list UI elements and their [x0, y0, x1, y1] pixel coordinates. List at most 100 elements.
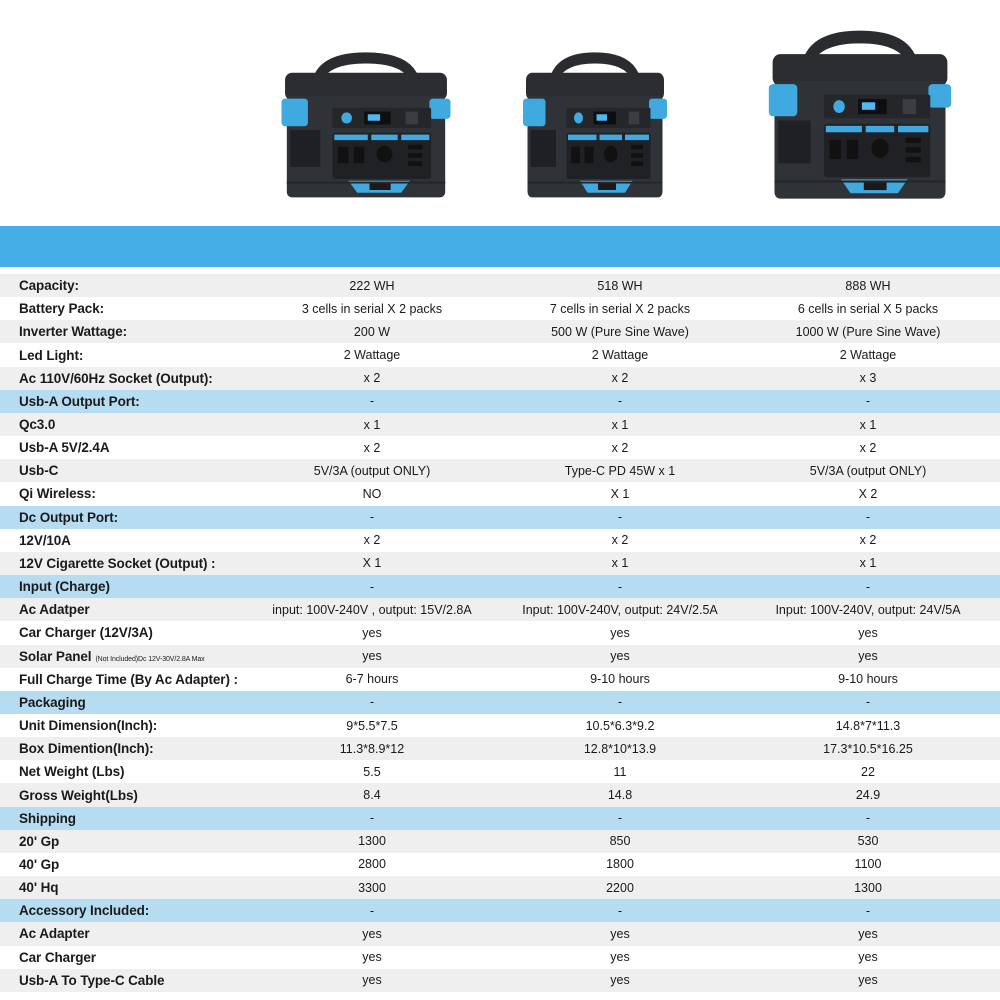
cell-product-3: - [865, 811, 871, 826]
cell-product-1: - [369, 903, 375, 918]
table-row: Usb-C 5V/3A (output ONLY) Type-C PD 45W x … [0, 459, 1000, 483]
table-row: 40' Gp 2800 1800 1100 [0, 852, 1000, 877]
cell-product-2: 2200 [606, 880, 634, 895]
table-row: Inverter Wattage: 200 W 500 W (Pure Sine W… [0, 320, 1000, 344]
cell-product-1: 11.3*8.9*12 [339, 741, 405, 756]
row-label-text: Capacity: [19, 278, 79, 294]
row-label: Usb-C [19, 463, 58, 478]
table-row: Ac Adapter yes yes yes [0, 922, 1000, 946]
row-label: Ac 110V/60Hz Socket (Output): [19, 371, 213, 386]
cell-product-1: 3300 [358, 880, 386, 895]
row-label-text: Packaging [19, 694, 86, 710]
cell-product-2: yes [610, 973, 630, 988]
row-label-text: Accessory Included: [19, 903, 150, 919]
cell-product-2: 850 [609, 834, 631, 849]
cell-product-3: 24.9 [855, 788, 881, 803]
table-row: Car Charger (12V/3A) yes yes yes [0, 621, 1000, 645]
table-row: Usb-A To Type-C Cable yes yes yes [0, 968, 1000, 992]
cell-product-2: x 1 [611, 556, 629, 571]
cell-product-2: yes [610, 950, 630, 965]
cell-product-1: 3 cells in serial X 2 packs [301, 301, 443, 316]
table-row: 12V/10A x 2 x 2 x 2 [0, 528, 1000, 552]
row-label-text: Box Dimention(Inch): [19, 741, 154, 757]
row-label: Full Charge Time (By Ac Adapter) : [19, 672, 238, 687]
row-label: 20' Gp [19, 834, 59, 849]
cell-product-3: - [865, 695, 871, 710]
cell-product-2: x 2 [611, 533, 629, 548]
cell-product-3: yes [858, 973, 878, 988]
row-label-text: Car Charger (12V/3A) [19, 625, 153, 641]
row-label-text: 40' Gp [19, 856, 60, 872]
row-label-text: 20' Gp [19, 833, 60, 849]
cell-product-3: 530 [857, 834, 879, 849]
cell-product-2: 1800 [606, 857, 634, 872]
cell-product-2: x 2 [611, 440, 629, 455]
row-label: 12V Cigarette Socket (Output) : [19, 556, 216, 571]
cell-product-3: x 2 [859, 440, 877, 455]
row-label-text: Usb-A Output Port: [19, 393, 140, 409]
row-label: Led Light: [19, 348, 83, 363]
row-label-text: Car Charger [19, 949, 96, 965]
row-label: 40' Hq [19, 880, 58, 895]
cell-product-2: - [617, 695, 623, 710]
cell-product-3: 1300 [854, 880, 882, 895]
row-label-text: Ac 110V/60Hz Socket (Output): [19, 370, 213, 386]
row-label-text: Battery Pack: [19, 301, 104, 317]
cell-product-1: 9*5.5*7.5 [346, 718, 398, 733]
cell-product-2: Type-C PD 45W x 1 [564, 463, 676, 478]
table-row: 12V Cigarette Socket (Output) : X 1 x 1 x 1 [0, 551, 1000, 576]
row-label: Gross Weight(Lbs) [19, 788, 138, 803]
table-row: Qc3.0 x 1 x 1 x 1 [0, 412, 1000, 437]
cell-product-2: yes [610, 625, 630, 640]
table-row: Qi Wireless: NO X 1 X 2 [0, 482, 1000, 506]
cell-product-2: 11 [613, 764, 627, 779]
cell-product-2: X 1 [610, 486, 630, 501]
spec-comparison-table: Capacity: 222 WH 518 WH 888 WH Battery Pack:… [0, 274, 1000, 992]
row-label-text: Input (Charge) [19, 579, 110, 595]
cell-product-2: - [617, 811, 623, 826]
cell-product-3: 17.3*10.5*16.25 [823, 741, 913, 756]
cell-product-1: - [369, 579, 375, 594]
section-row: Packaging - - - [0, 690, 1000, 714]
row-label: Packaging [19, 695, 86, 710]
row-label: Dc Output Port: [19, 510, 118, 525]
table-row: Ac Adatper input: 100V-240V , output: 15V… [0, 598, 1000, 622]
cell-product-1: yes [362, 973, 382, 988]
section-row: Usb-A Output Port: - - - [0, 389, 1000, 413]
cell-product-1: 6-7 hours [345, 672, 399, 687]
cell-product-2: - [617, 510, 623, 525]
row-label: Ac Adatper [19, 602, 90, 617]
cell-product-3: 6 cells in serial X 5 packs [797, 301, 939, 316]
row-label: Inverter Wattage: [19, 324, 127, 339]
cell-product-1: yes [362, 649, 382, 664]
row-label-text: Qi Wireless: [19, 486, 96, 502]
row-label-text: 12V/10A [19, 532, 71, 548]
cell-product-1: 2 Wattage [343, 348, 401, 363]
row-label: Input (Charge) [19, 579, 110, 594]
row-label-text: Ac Adatper [19, 602, 90, 618]
row-label-text: Full Charge Time (By Ac Adapter) : [19, 671, 238, 687]
header-banner [0, 226, 1000, 267]
cell-product-2: 12.8*10*13.9 [583, 741, 657, 756]
row-label: 40' Gp [19, 857, 59, 872]
cell-product-3: X 2 [858, 486, 878, 501]
power-station-illustration [281, 52, 451, 198]
row-label-text: Inverter Wattage: [19, 324, 128, 340]
row-label: Net Weight (Lbs) [19, 764, 125, 779]
row-label: Capacity: [19, 278, 79, 293]
row-label-text: 40' Hq [19, 880, 59, 896]
cell-product-3: - [865, 903, 871, 918]
row-label-text: Usb-C [19, 463, 59, 479]
cell-product-2: 2 Wattage [591, 348, 649, 363]
row-label: Ac Adapter [19, 926, 90, 941]
cell-product-1: x 1 [363, 417, 381, 432]
cell-product-3: x 3 [859, 371, 877, 386]
table-row: Car Charger yes yes yes [0, 945, 1000, 969]
cell-product-1: x 2 [363, 440, 381, 455]
cell-product-3: yes [858, 926, 878, 941]
row-label: Usb-A 5V/2.4A [19, 440, 110, 455]
cell-product-2: 10.5*6.3*9.2 [585, 718, 655, 733]
table-row: Box Dimention(Inch): 11.3*8.9*12 12.8*10*1… [0, 737, 1000, 761]
cell-product-3: 9-10 hours [838, 672, 898, 687]
cell-product-2: - [617, 903, 623, 918]
